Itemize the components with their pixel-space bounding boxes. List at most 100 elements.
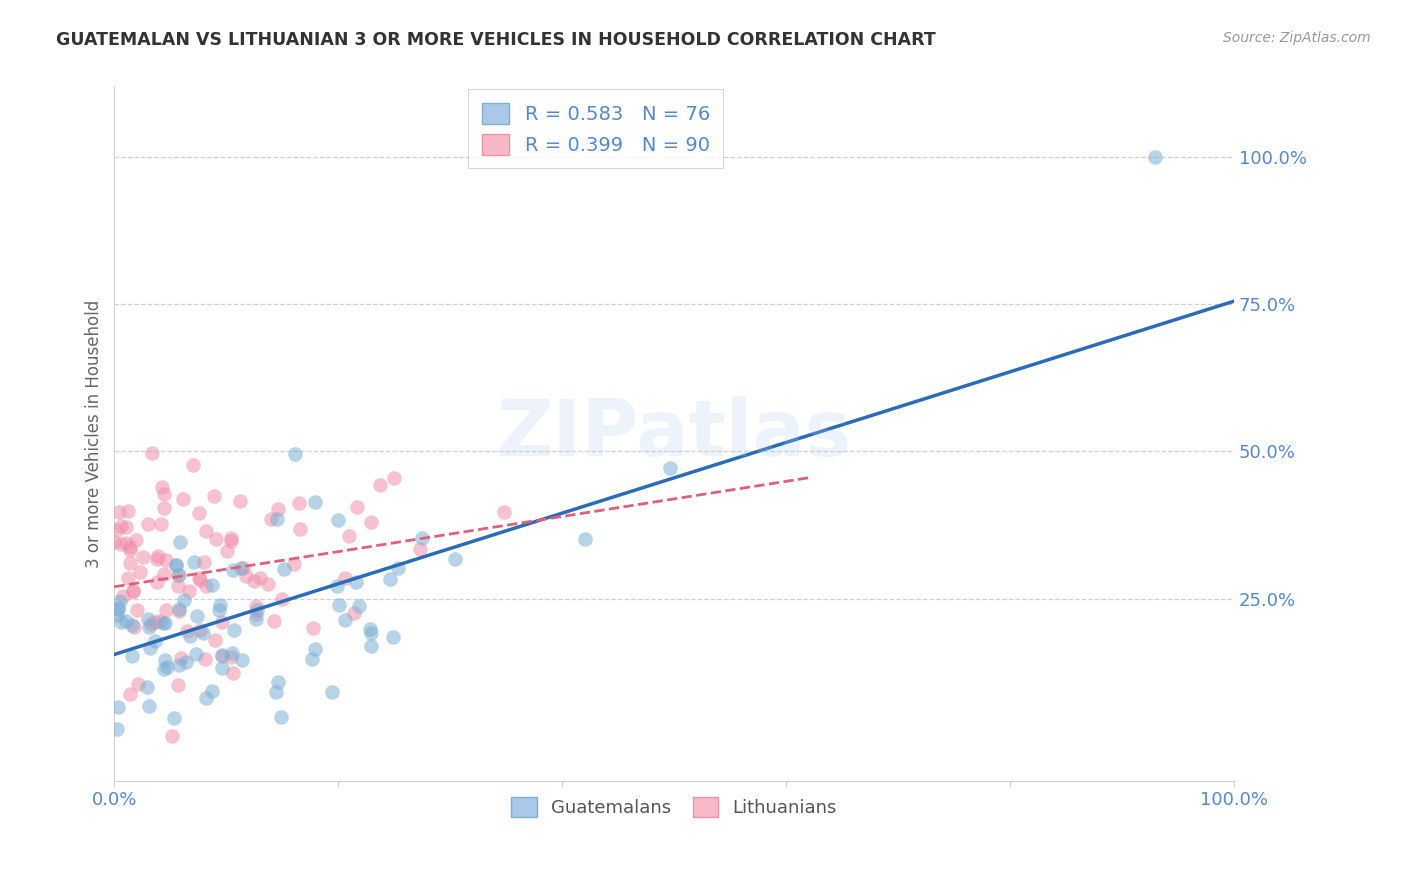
- Point: [273, 562, 295, 576]
- Point: [387, 560, 409, 574]
- Point: [211, 615, 233, 629]
- Point: [121, 649, 143, 664]
- Point: [232, 560, 254, 574]
- Point: [115, 520, 138, 534]
- Point: [229, 560, 252, 574]
- Point: [190, 573, 212, 587]
- Point: [165, 558, 187, 573]
- Point: [370, 478, 392, 492]
- Point: [110, 519, 132, 533]
- Point: [187, 571, 209, 585]
- Point: [249, 571, 271, 585]
- Point: [326, 513, 349, 527]
- Point: [444, 552, 467, 566]
- Point: [209, 599, 232, 613]
- Point: [153, 652, 176, 666]
- Point: [321, 685, 343, 699]
- Point: [205, 532, 228, 546]
- Point: [267, 502, 290, 516]
- Point: [170, 650, 193, 665]
- Point: [136, 516, 159, 531]
- Point: [139, 640, 162, 655]
- Point: [118, 687, 141, 701]
- Point: [132, 550, 155, 565]
- Point: [231, 653, 253, 667]
- Point: [150, 480, 173, 494]
- Point: [219, 534, 242, 549]
- Point: [167, 579, 190, 593]
- Point: [195, 524, 218, 539]
- Point: [359, 622, 381, 636]
- Point: [264, 685, 287, 699]
- Point: [245, 607, 267, 621]
- Point: [167, 657, 190, 672]
- Point: [176, 624, 198, 638]
- Point: [188, 506, 211, 520]
- Point: [335, 613, 357, 627]
- Point: [326, 579, 349, 593]
- Text: GUATEMALAN VS LITHUANIAN 3 OR MORE VEHICLES IN HOUSEHOLD CORRELATION CHART: GUATEMALAN VS LITHUANIAN 3 OR MORE VEHIC…: [56, 31, 936, 49]
- Point: [288, 522, 311, 536]
- Point: [167, 602, 190, 616]
- Point: [105, 523, 128, 537]
- Point: [222, 563, 245, 577]
- Point: [245, 599, 267, 614]
- Point: [235, 569, 257, 583]
- Point: [222, 665, 245, 680]
- Point: [166, 678, 188, 692]
- Point: [152, 487, 174, 501]
- Point: [195, 690, 218, 705]
- Point: [160, 729, 183, 743]
- Point: [342, 606, 364, 620]
- Text: ZIPatlas: ZIPatlas: [496, 396, 852, 472]
- Point: [195, 579, 218, 593]
- Point: [360, 639, 382, 653]
- Point: [382, 470, 405, 484]
- Point: [121, 618, 143, 632]
- Point: [381, 631, 404, 645]
- Point: [266, 512, 288, 526]
- Point: [162, 711, 184, 725]
- Point: [288, 496, 311, 510]
- Point: [360, 515, 382, 529]
- Point: [211, 648, 233, 662]
- Point: [492, 505, 515, 519]
- Point: [246, 603, 269, 617]
- Point: [169, 534, 191, 549]
- Point: [105, 722, 128, 736]
- Point: [304, 642, 326, 657]
- Point: [153, 500, 176, 515]
- Point: [107, 601, 129, 615]
- Point: [153, 616, 176, 631]
- Point: [138, 620, 160, 634]
- Point: [256, 577, 278, 591]
- Point: [122, 583, 145, 598]
- Point: [177, 583, 200, 598]
- Text: Source: ZipAtlas.com: Source: ZipAtlas.com: [1223, 31, 1371, 45]
- Point: [228, 493, 250, 508]
- Point: [117, 503, 139, 517]
- Point: [270, 710, 292, 724]
- Point: [283, 557, 305, 571]
- Point: [193, 555, 215, 569]
- Point: [143, 634, 166, 648]
- Point: [122, 584, 145, 599]
- Point: [208, 603, 231, 617]
- Point: [245, 611, 267, 625]
- Point: [138, 698, 160, 713]
- Point: [127, 677, 149, 691]
- Point: [155, 553, 177, 567]
- Point: [107, 699, 129, 714]
- Point: [271, 591, 294, 606]
- Point: [148, 614, 170, 628]
- Point: [202, 489, 225, 503]
- Point: [149, 517, 172, 532]
- Point: [328, 598, 350, 612]
- Point: [136, 612, 159, 626]
- Point: [184, 647, 207, 661]
- Point: [179, 629, 201, 643]
- Point: [200, 684, 222, 698]
- Point: [409, 541, 432, 556]
- Point: [112, 589, 135, 603]
- Point: [141, 446, 163, 460]
